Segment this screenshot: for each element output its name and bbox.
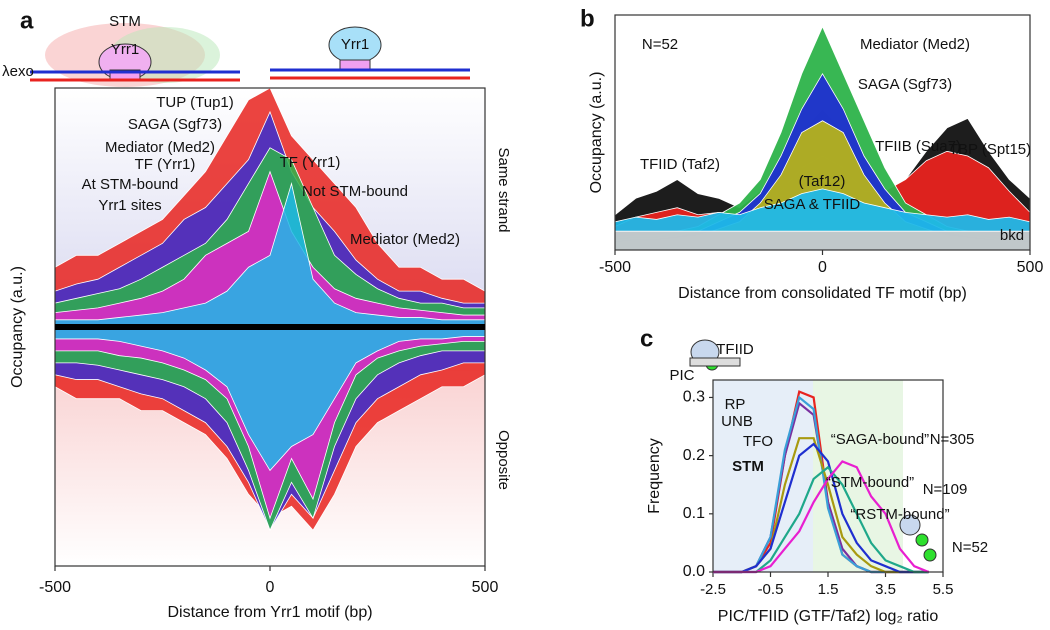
y-tick-label: 0.0 bbox=[683, 563, 705, 580]
x-axis-label: PIC/TFIID (GTF/Taf2) log₂ ratio bbox=[718, 608, 939, 625]
annotation: Same strand bbox=[495, 147, 512, 232]
x-tick-label: -0.5 bbox=[758, 581, 784, 598]
annotation: (Taf12) bbox=[799, 173, 846, 190]
series-line bbox=[713, 442, 929, 574]
legend-label: RP bbox=[725, 396, 746, 413]
legend-label: “RSTM-bound” bbox=[850, 506, 949, 523]
y-tick-label: 0.3 bbox=[683, 389, 705, 406]
annotation: Yrr1 sites bbox=[98, 197, 161, 214]
plot-frame bbox=[614, 14, 1031, 251]
legend-label: TUP (Tup1) bbox=[156, 94, 234, 111]
legend-label: SAGA & TFIID bbox=[764, 196, 861, 213]
legend-label: TFIIB (Sua7) bbox=[875, 138, 961, 155]
panel-label: a bbox=[20, 7, 34, 34]
legend-label: TF (Yrr1) bbox=[135, 156, 196, 173]
y-axis-label: Occupancy (a.u.) bbox=[9, 266, 26, 388]
x-tick-label: 0 bbox=[266, 579, 275, 596]
x-tick-label: 500 bbox=[1017, 259, 1044, 276]
x-tick-label: 3.5 bbox=[875, 581, 896, 598]
plot-frame bbox=[712, 379, 944, 573]
panel-label: c bbox=[640, 325, 653, 352]
annotation: PIC bbox=[669, 367, 694, 384]
schematic-label: λexo bbox=[2, 63, 34, 80]
area-same bbox=[54, 182, 486, 328]
icon bbox=[899, 514, 921, 536]
legend-label: “SAGA-bound” bbox=[831, 431, 929, 448]
schematic-label: Yrr1 bbox=[341, 36, 369, 53]
x-axis-label: Distance from consolidated TF motif (bp) bbox=[678, 285, 967, 302]
annotation: Mediator (Med2) bbox=[350, 231, 460, 248]
schematic-label: Yrr1 bbox=[111, 41, 139, 58]
legend-label: TFO bbox=[743, 433, 773, 450]
x-tick-label: 500 bbox=[472, 579, 499, 596]
legend-label: STM bbox=[732, 458, 764, 475]
area bbox=[614, 230, 1031, 251]
legend-label: TFIID (Taf2) bbox=[640, 156, 720, 173]
icon bbox=[923, 548, 937, 562]
pic-icon bbox=[689, 357, 741, 367]
legend-label: UNB bbox=[721, 413, 753, 430]
y-tick-label: 0.1 bbox=[683, 505, 705, 522]
y-axis-label: Frequency bbox=[646, 438, 663, 514]
annotation: N=305 bbox=[930, 431, 975, 448]
x-axis-label: Distance from Yrr1 motif (bp) bbox=[167, 604, 372, 621]
legend-label: SAGA (Sgf73) bbox=[858, 76, 952, 93]
bg-c2 bbox=[813, 380, 903, 572]
legend-label: TF (Yrr1) bbox=[280, 154, 341, 171]
legend-label: bkd bbox=[1000, 227, 1024, 244]
annotation: N=109 bbox=[923, 481, 968, 498]
x-tick-label: 5.5 bbox=[933, 581, 954, 598]
x-tick-label: 0 bbox=[818, 259, 827, 276]
schematic-label: STM bbox=[109, 13, 141, 30]
x-tick-label: -500 bbox=[599, 259, 631, 276]
x-tick-label: -2.5 bbox=[700, 581, 726, 598]
area-opposite bbox=[54, 326, 486, 472]
x-tick-label: 1.5 bbox=[818, 581, 839, 598]
legend-label: SAGA (Sgf73) bbox=[128, 116, 222, 133]
annotation: At STM-bound bbox=[82, 176, 179, 193]
x-tick-label: -500 bbox=[39, 579, 71, 596]
annotation: Opposite bbox=[495, 430, 512, 490]
legend-label: TBP (Spt15) bbox=[949, 141, 1031, 158]
annotation: TFIID bbox=[716, 341, 754, 358]
legend-label: “STM-bound” bbox=[826, 474, 914, 491]
legend-label: Mediator (Med2) bbox=[105, 139, 215, 156]
y-tick-label: 0.2 bbox=[683, 447, 705, 464]
annotation: N=52 bbox=[952, 539, 988, 556]
annotation: Not STM-bound bbox=[302, 183, 408, 200]
panel-label: b bbox=[580, 5, 595, 32]
legend-label: Mediator (Med2) bbox=[860, 36, 970, 53]
area-same bbox=[54, 170, 486, 328]
icon bbox=[915, 533, 929, 547]
y-axis-label: Occupancy (a.u.) bbox=[588, 72, 605, 194]
annotation: N=52 bbox=[642, 36, 678, 53]
